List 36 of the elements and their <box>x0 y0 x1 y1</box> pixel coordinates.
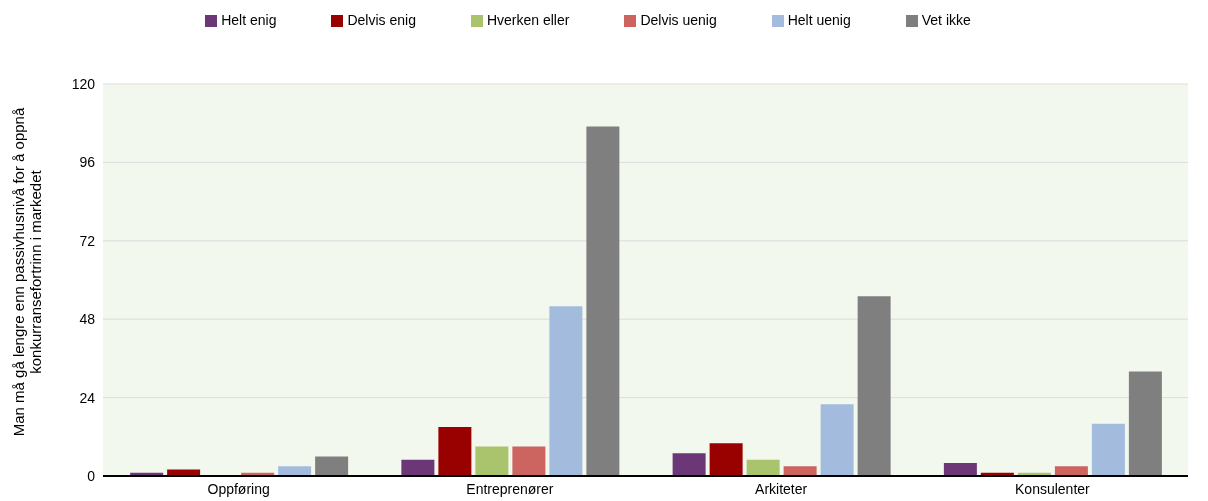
bar <box>1128 371 1162 476</box>
legend-label: Helt enig <box>221 12 277 28</box>
bar <box>401 459 435 476</box>
x-tick-label: Entreprenører <box>466 480 554 497</box>
bar <box>746 459 780 476</box>
bar <box>278 466 312 476</box>
y-axis-title: Man må gå lengre enn passivhusnivå for å oppnå konkurransefortrinn i markedet <box>10 107 44 437</box>
y-tick-label: 24 <box>79 389 96 406</box>
y-tick-label: 72 <box>79 232 96 249</box>
bar <box>167 469 201 476</box>
bar <box>315 456 349 476</box>
legend-label: Vet ikke <box>921 12 971 28</box>
bar <box>672 453 706 476</box>
bar <box>438 427 472 476</box>
bar <box>1054 466 1088 476</box>
legend-label: Hverken eller <box>486 12 570 28</box>
y-tick-label: 96 <box>79 154 96 171</box>
bar <box>783 466 817 476</box>
bar <box>709 443 743 476</box>
bar <box>549 306 583 476</box>
bar <box>820 404 854 476</box>
x-tick-label: Konsulenter <box>1015 480 1091 497</box>
bar <box>1091 423 1125 476</box>
x-tick-label: Arkiteter <box>755 480 808 497</box>
bar <box>475 446 509 476</box>
legend-label: Helt uenig <box>787 12 851 28</box>
y-tick-label: 0 <box>87 467 96 484</box>
x-tick-label: Oppføring <box>207 480 270 497</box>
bar <box>857 296 891 476</box>
bar <box>586 126 620 476</box>
legend-label: Delvis enig <box>347 12 416 28</box>
bar <box>512 446 546 476</box>
y-tick-label: 48 <box>79 311 96 328</box>
legend-label: Delvis uenig <box>640 12 717 28</box>
bar <box>943 462 977 476</box>
y-tick-label: 120 <box>71 75 96 92</box>
